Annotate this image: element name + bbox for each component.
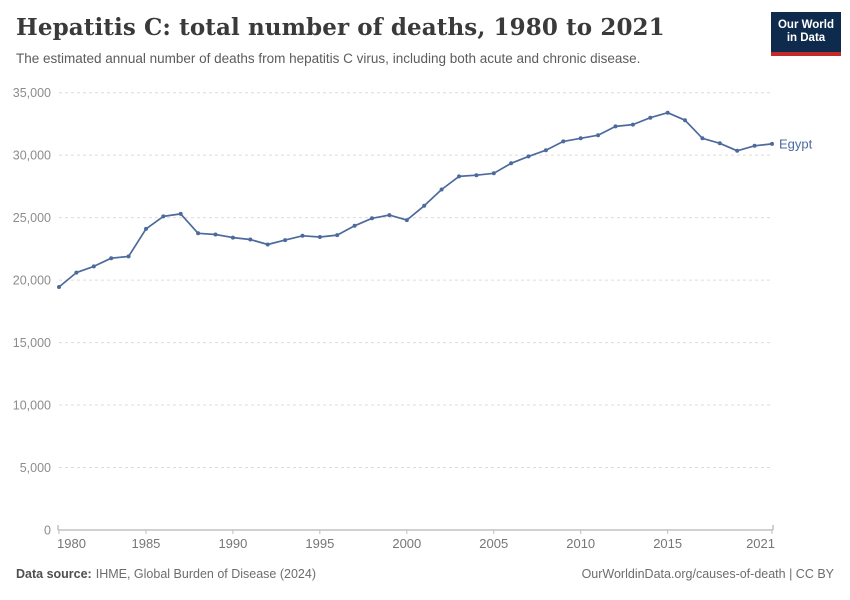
y-tick-label: 0: [44, 524, 51, 538]
y-tick-label: 20,000: [13, 274, 51, 288]
data-point: [300, 233, 305, 238]
data-point: [109, 256, 114, 261]
y-tick-label: 30,000: [13, 149, 51, 163]
series-line-egypt[interactable]: [58, 111, 773, 288]
series-end-label[interactable]: Egypt: [779, 136, 813, 151]
data-point: [91, 264, 96, 269]
data-point: [352, 223, 357, 228]
data-point: [265, 242, 270, 247]
owid-logo-line1: Our World: [777, 19, 834, 31]
data-point: [457, 174, 461, 179]
data-point: [144, 226, 148, 231]
chart-area: 0 5,000 10,000 15,000 20,000 25,000 30,000 35,0…: [0, 80, 850, 555]
data-point: [752, 143, 757, 148]
x-tick-label: 1980: [57, 536, 86, 551]
data-point: [178, 211, 183, 216]
data-point: [196, 231, 201, 236]
owid-logo-line2: in Data: [786, 32, 826, 44]
footer-link[interactable]: OurWorldinData.org/causes-of-death | CC …: [581, 567, 834, 581]
data-point: [317, 235, 322, 239]
y-tick-label: 25,000: [13, 211, 51, 225]
y-tick-label: 15,000: [13, 336, 51, 350]
data-point: [387, 213, 392, 218]
data-point: [630, 122, 635, 127]
data-point: [230, 235, 235, 240]
data-point: [161, 214, 166, 219]
y-tick-label: 5,000: [20, 461, 51, 475]
data-point: [370, 216, 374, 221]
data-point: [126, 254, 131, 259]
x-tick-label: 2005: [479, 536, 508, 551]
data-point: [613, 124, 618, 129]
x-tick-label: 2021: [746, 536, 775, 551]
data-point: [561, 139, 566, 144]
y-axis-labels: 0 5,000 10,000 15,000 20,000 25,000 30,000 35,0…: [13, 86, 51, 537]
line-chart: 0 5,000 10,000 15,000 20,000 25,000 30,000 35,0…: [13, 86, 813, 551]
x-tick-label: 2000: [392, 536, 421, 551]
x-tick-label: 1990: [218, 536, 247, 551]
data-point: [735, 148, 740, 153]
data-point: [770, 141, 774, 146]
data-point: [648, 115, 653, 120]
data-point: [717, 141, 722, 146]
data-point: [474, 173, 479, 178]
x-tick-label: 1985: [131, 536, 160, 551]
data-point: [509, 161, 514, 166]
data-point: [283, 238, 288, 243]
y-tick-label: 10,000: [13, 399, 51, 413]
data-point: [526, 154, 531, 159]
data-source: Data source: IHME, Global Burden of Disea…: [16, 567, 316, 581]
data-point: [74, 270, 79, 275]
data-point: [578, 136, 583, 141]
x-tick-label: 2015: [653, 536, 682, 551]
data-source-label: Data source:: [16, 567, 92, 581]
data-point: [491, 171, 496, 176]
data-point: [439, 187, 444, 192]
data-point: [596, 133, 601, 138]
data-point: [248, 237, 253, 242]
series-egypt[interactable]: Egypt: [57, 110, 813, 289]
footer: Data source: IHME, Global Burden of Disea…: [16, 567, 834, 581]
x-tick-label: 1995: [305, 536, 334, 551]
data-source-text: IHME, Global Burden of Disease (2024): [95, 567, 316, 581]
owid-logo[interactable]: Our World in Data: [771, 12, 841, 56]
data-point: [57, 285, 61, 289]
x-axis: 1980 1985 1990 1995 2000 2005 2010 2015 2021: [57, 525, 775, 551]
data-point: [213, 232, 218, 237]
data-point: [422, 203, 427, 208]
y-tick-label: 35,000: [13, 86, 51, 100]
data-point: [335, 233, 340, 238]
data-point: [683, 118, 687, 123]
data-point: [665, 110, 670, 115]
data-point: [543, 148, 548, 153]
y-gridlines: [59, 92, 772, 469]
chart-subtitle: The estimated annual number of deaths fr…: [16, 51, 641, 66]
data-point: [700, 136, 705, 141]
data-point: [404, 218, 409, 223]
page-title: Hepatitis C: total number of deaths, 198…: [16, 14, 665, 41]
x-tick-label: 2010: [566, 536, 595, 551]
